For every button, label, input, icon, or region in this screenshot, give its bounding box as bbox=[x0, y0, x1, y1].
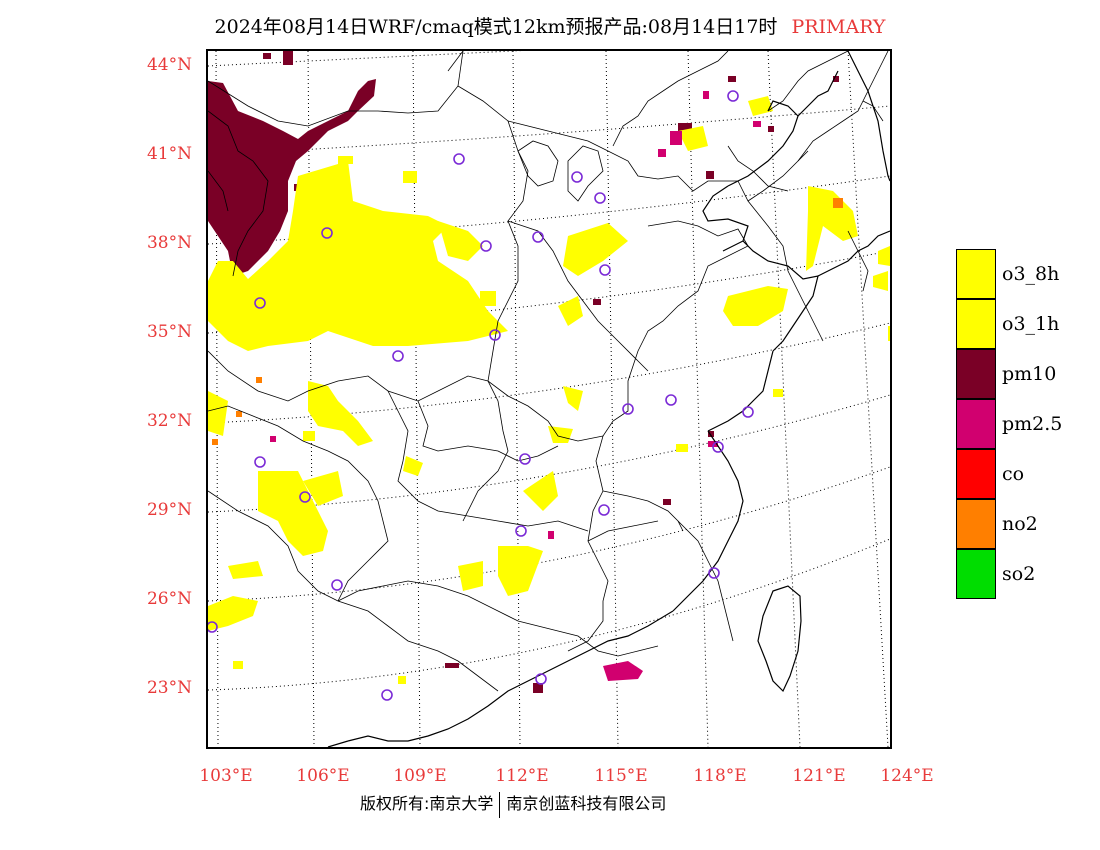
legend-swatch-o3-1h bbox=[956, 299, 996, 349]
station-marker bbox=[622, 403, 634, 415]
station-marker bbox=[254, 456, 266, 468]
lat-label-23: 23°N bbox=[146, 678, 192, 698]
station-marker bbox=[535, 673, 547, 685]
station-marker bbox=[598, 504, 610, 516]
legend-item-co: co bbox=[956, 449, 1100, 499]
station-marker bbox=[299, 491, 311, 503]
legend-item-o3-1h: o3_1h bbox=[956, 299, 1100, 349]
legend-label-so2: so2 bbox=[1002, 563, 1036, 585]
legend-swatch-no2 bbox=[956, 499, 996, 549]
lon-label-124: 124°E bbox=[880, 766, 934, 786]
station-marker bbox=[381, 689, 393, 701]
lat-label-29: 29°N bbox=[146, 500, 192, 520]
title-text: 2024年08月14日WRF/cmaq模式12km预报产品:08月14日17时 bbox=[214, 16, 778, 38]
legend-item-o3-8h: o3_8h bbox=[956, 249, 1100, 299]
lat-label-26: 26°N bbox=[146, 589, 192, 609]
korea-outline bbox=[847, 51, 890, 182]
boundaries bbox=[208, 51, 889, 692]
station-marker bbox=[665, 394, 677, 406]
lat-label-35: 35°N bbox=[146, 322, 192, 342]
lon-label-115: 115°E bbox=[594, 766, 648, 786]
station-marker bbox=[708, 567, 720, 579]
legend-swatch-pm10 bbox=[956, 349, 996, 399]
copyright-left: 版权所有:南京大学 bbox=[360, 794, 494, 813]
legend-swatch-co bbox=[956, 449, 996, 499]
copyright-right: 南京创蓝科技有限公司 bbox=[506, 794, 667, 813]
coastline bbox=[327, 70, 890, 747]
station-marker bbox=[254, 297, 266, 309]
map-title: 2024年08月14日WRF/cmaq模式12km预报产品:08月14日17时 P… bbox=[0, 12, 1100, 39]
station-marker bbox=[480, 240, 492, 252]
station-markers bbox=[208, 90, 754, 701]
lon-label-112: 112°E bbox=[495, 766, 549, 786]
station-marker bbox=[489, 329, 501, 341]
map-area bbox=[206, 49, 892, 749]
lon-label-109: 109°E bbox=[393, 766, 447, 786]
station-marker bbox=[515, 525, 527, 537]
lon-label-106: 106°E bbox=[296, 766, 350, 786]
lon-label-103: 103°E bbox=[199, 766, 253, 786]
footer-separator bbox=[499, 791, 501, 818]
station-marker bbox=[392, 350, 404, 362]
station-marker bbox=[532, 231, 544, 243]
lat-label-38: 38°N bbox=[146, 233, 192, 253]
legend-swatch-o3-8h bbox=[956, 249, 996, 299]
legend-item-so2: so2 bbox=[956, 549, 1100, 599]
lat-label-32: 32°N bbox=[146, 411, 192, 431]
title-tag: PRIMARY bbox=[791, 16, 886, 38]
legend-item-pm25: pm2.5 bbox=[956, 399, 1100, 449]
legend-label-o3-1h: o3_1h bbox=[1002, 313, 1060, 335]
station-marker bbox=[519, 453, 531, 465]
legend-label-pm25: pm2.5 bbox=[1002, 413, 1063, 435]
station-marker bbox=[712, 441, 724, 453]
copyright-footer: 版权所有:南京大学 南京创蓝科技有限公司 bbox=[360, 790, 666, 818]
lat-label-44: 44°N bbox=[146, 55, 192, 75]
legend-item-no2: no2 bbox=[956, 499, 1100, 549]
station-marker bbox=[742, 406, 754, 418]
legend-label-o3-8h: o3_8h bbox=[1002, 263, 1060, 285]
lon-label-121: 121°E bbox=[792, 766, 846, 786]
legend-swatch-pm25 bbox=[956, 399, 996, 449]
station-marker bbox=[571, 171, 583, 183]
lat-label-41: 41°N bbox=[146, 144, 192, 164]
legend-label-co: co bbox=[1002, 463, 1025, 485]
station-marker bbox=[208, 621, 218, 633]
pm25-areas bbox=[270, 91, 761, 681]
station-marker bbox=[727, 90, 739, 102]
station-marker bbox=[599, 264, 611, 276]
legend-label-pm10: pm10 bbox=[1002, 363, 1057, 385]
station-marker bbox=[453, 153, 465, 165]
legend-swatch-so2 bbox=[956, 549, 996, 599]
o3-areas bbox=[208, 96, 890, 684]
station-marker bbox=[321, 227, 333, 239]
legend-item-pm10: pm10 bbox=[956, 349, 1100, 399]
station-marker bbox=[331, 579, 343, 591]
korea-border bbox=[862, 100, 884, 122]
map-canvas bbox=[208, 51, 890, 747]
lon-label-118: 118°E bbox=[693, 766, 747, 786]
taiwan-outline bbox=[757, 585, 802, 693]
station-marker bbox=[594, 192, 606, 204]
no2-areas bbox=[212, 198, 843, 445]
legend-label-no2: no2 bbox=[1002, 513, 1038, 535]
